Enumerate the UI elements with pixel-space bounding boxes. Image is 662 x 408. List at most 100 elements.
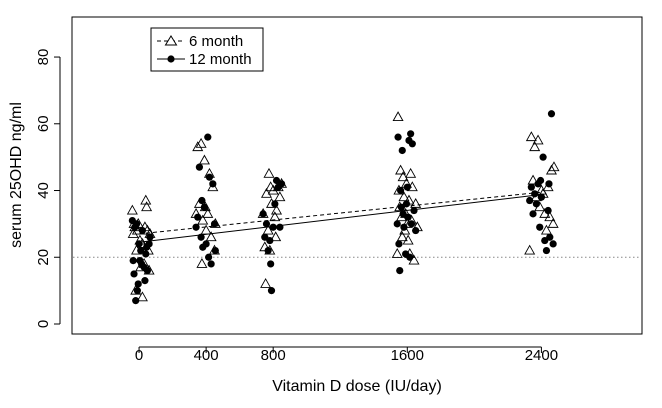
y-tick-label-20: 20 xyxy=(35,249,52,266)
point-6-month-24 xyxy=(196,258,208,268)
legend-label-12-month: 12 month xyxy=(189,51,252,68)
fit-lines xyxy=(138,191,542,243)
y-tick-label-0: 0 xyxy=(35,320,52,328)
point-6-month-46 xyxy=(270,231,282,242)
point-6-month-87 xyxy=(547,217,559,228)
point-12-month-46 xyxy=(276,223,284,231)
point-6-month-67 xyxy=(405,167,417,178)
point-12-month-14 xyxy=(141,277,149,285)
point-6-month-59 xyxy=(398,191,410,202)
point-12-month-26 xyxy=(200,203,209,211)
x-tick-label-800: 800 xyxy=(261,347,286,364)
legend-box xyxy=(150,27,264,72)
point-12-month-63 xyxy=(407,130,415,138)
x-tick-label-400: 400 xyxy=(194,347,219,364)
point-12-month-21 xyxy=(194,213,202,221)
point-6-month-78 xyxy=(532,134,544,145)
point-12-month-34 xyxy=(211,246,219,255)
point-12-month-50 xyxy=(395,240,403,248)
point-6-month-58 xyxy=(397,171,409,182)
legend-marker-6-month xyxy=(164,35,178,46)
x-tick-label-1600: 1600 xyxy=(391,347,424,364)
point-6-month-74 xyxy=(525,131,537,142)
point-12-month-4 xyxy=(132,297,140,305)
point-6-month-86 xyxy=(545,164,557,175)
y-tick-label-80: 80 xyxy=(35,49,52,66)
point-12-month-52 xyxy=(396,186,405,195)
point-6-month-83 xyxy=(540,224,552,235)
point-12-month-17 xyxy=(143,267,152,275)
point-12-month-41 xyxy=(267,287,276,295)
point-12-month-40 xyxy=(267,260,275,268)
point-12-month-84 xyxy=(549,240,557,248)
point-12-month-22 xyxy=(195,163,204,171)
point-12-month-32 xyxy=(209,180,217,188)
point-6-month-47 xyxy=(271,204,283,215)
x-tick-label-0: 0 xyxy=(135,347,143,364)
x-axis-title: Vitamin D dose (IU/day) xyxy=(272,378,442,395)
point-12-month-43 xyxy=(271,200,279,208)
x-axis: 0 400 800 1600 2400 xyxy=(135,346,558,364)
point-12-month-29 xyxy=(205,253,213,261)
point-12-month-66 xyxy=(410,206,418,215)
point-6-month-14 xyxy=(141,201,153,212)
point-12-month-48 xyxy=(393,220,401,228)
x-tick-label-2400: 2400 xyxy=(525,347,558,364)
point-12-month-35 xyxy=(259,210,267,218)
point-6-month-13 xyxy=(140,194,152,205)
point-6-month-25 xyxy=(197,214,209,225)
point-12-month-60 xyxy=(404,213,412,221)
legend-label-6-month: 6 month xyxy=(189,33,243,50)
point-12-month-75 xyxy=(536,176,545,185)
point-6-month-76 xyxy=(529,141,541,152)
point-12-month-67 xyxy=(412,226,420,235)
point-6-month-88 xyxy=(548,161,560,172)
point-12-month-62 xyxy=(406,253,414,261)
point-12-month-64 xyxy=(407,220,416,228)
point-12-month-65 xyxy=(408,140,416,148)
point-12-month-7 xyxy=(134,280,142,288)
point-12-month-72 xyxy=(532,200,540,208)
point-6-month-44 xyxy=(267,184,279,195)
point-12-month-81 xyxy=(545,180,553,188)
point-12-month-74 xyxy=(536,223,544,231)
y-tick-label-40: 40 xyxy=(35,182,52,199)
point-6-month-57 xyxy=(396,231,408,242)
point-12-month-49 xyxy=(394,133,402,141)
point-12-month-83 xyxy=(547,110,556,118)
point-6-month-55 xyxy=(395,164,407,175)
point-6-month-1 xyxy=(127,227,139,238)
point-12-month-28 xyxy=(204,133,212,141)
point-12-month-27 xyxy=(202,240,210,248)
point-12-month-20 xyxy=(192,223,200,231)
point-6-month-21 xyxy=(192,141,204,152)
point-12-month-5 xyxy=(132,220,141,228)
point-12-month-82 xyxy=(546,233,554,241)
point-12-month-54 xyxy=(398,146,406,155)
point-12-month-37 xyxy=(262,220,271,228)
point-12-month-77 xyxy=(539,153,547,161)
point-6-month-64 xyxy=(402,234,414,245)
point-6-month-23 xyxy=(195,137,207,148)
point-12-month-80 xyxy=(544,206,552,215)
point-12-month-39 xyxy=(266,236,274,245)
point-6-month-31 xyxy=(205,231,217,242)
point-6-month-85 xyxy=(544,211,556,222)
point-12-month-12 xyxy=(138,226,147,235)
point-12-month-76 xyxy=(537,193,546,201)
point-6-month-29 xyxy=(202,207,214,218)
point-12-month-2 xyxy=(130,270,138,278)
point-12-month-71 xyxy=(531,190,539,198)
data-points xyxy=(126,110,560,305)
point-12-month-56 xyxy=(400,223,408,231)
point-12-month-1 xyxy=(129,256,137,265)
point-6-month-39 xyxy=(262,224,274,235)
legend: 6 month 12 month xyxy=(150,27,264,72)
point-6-month-10 xyxy=(136,291,148,302)
point-12-month-69 xyxy=(527,183,535,191)
point-12-month-59 xyxy=(403,183,411,191)
y-axis: 0 20 40 60 80 xyxy=(35,49,61,328)
point-6-month-45 xyxy=(269,211,281,222)
point-12-month-58 xyxy=(402,200,411,208)
